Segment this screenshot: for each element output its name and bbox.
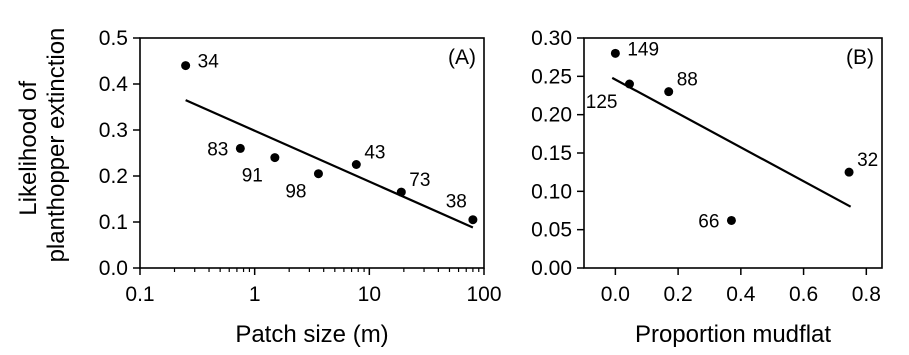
data-point-a — [468, 215, 478, 225]
x-tick-label-a: 100 — [466, 283, 501, 306]
data-point-b — [624, 79, 634, 89]
data-point-a — [181, 61, 191, 71]
regression-line-b — [611, 76, 852, 208]
x-axis-title-a: Patch size (m) — [235, 321, 388, 348]
y-tick-label-b: 0.00 — [531, 257, 572, 280]
y-axis-title: Likelihood of planthopper extinction — [15, 28, 70, 263]
data-point-b — [844, 167, 854, 177]
y-tick-label-a: 0.2 — [99, 165, 128, 188]
x-tick-label-a: 10 — [358, 283, 381, 306]
y-axis-title-line-1: Likelihood of — [15, 81, 42, 216]
data-point-label-a: 43 — [364, 143, 385, 164]
data-point-label-a: 91 — [242, 166, 263, 187]
y-tick-label-b: 0.15 — [531, 142, 572, 165]
data-point-a — [351, 160, 361, 169]
data-point-label-b: 125 — [586, 92, 618, 113]
y-tick-label-a: 0.4 — [99, 73, 129, 96]
data-point-label-a: 98 — [285, 182, 306, 203]
y-tick-label-b: 0.25 — [531, 65, 572, 88]
data-point-label-b: 66 — [698, 211, 719, 232]
y-tick-label-a: 0.1 — [99, 211, 128, 234]
data-point-b — [610, 48, 620, 58]
x-axis-title-b: Proportion mudflat — [635, 321, 831, 348]
y-tick-label-b: 0.05 — [531, 219, 572, 242]
data-point-a — [235, 143, 245, 153]
plot-frame-a — [139, 37, 485, 269]
chart-panel-a: 0.0 0.1 0.2 0.3 0.4 0.5 0.1 1 10 100 Patch size (m… — [99, 27, 502, 348]
x-tick-label-b: 0.4 — [726, 283, 756, 306]
data-point-a — [313, 169, 323, 179]
x-tick-label-a: 0.1 — [125, 283, 154, 306]
data-point-label-a: 83 — [207, 139, 228, 160]
data-point-a — [270, 153, 280, 163]
x-tick-label-b: 0.6 — [789, 283, 818, 306]
y-tick-label-b: 0.20 — [531, 104, 572, 127]
x-tick-label-b: 0.0 — [601, 283, 630, 306]
y-axis-title-line-2: planthopper extinction — [43, 28, 70, 263]
y-tick-label-a: 0.0 — [99, 257, 128, 280]
plot-frame-b — [583, 37, 883, 269]
y-tick-label-a: 0.3 — [99, 119, 128, 142]
regression-line-a — [185, 99, 474, 229]
data-point-label-a: 73 — [409, 170, 430, 191]
data-point-label-a: 38 — [446, 192, 467, 213]
data-point-a — [396, 187, 406, 197]
y-tick-label-b: 0.10 — [531, 180, 572, 203]
x-tick-label-b: 0.2 — [664, 283, 693, 306]
x-tick-label-a: 1 — [249, 283, 261, 306]
data-point-b — [726, 215, 736, 225]
data-point-label-b: 32 — [857, 150, 878, 171]
data-point-b — [664, 87, 674, 97]
panel-label-a: (A) — [448, 46, 476, 69]
data-point-label-a: 34 — [198, 52, 220, 73]
chart-panel-b: 0.00 0.05 0.10 0.15 0.20 0.25 0.30 0.0 0.2 0.4 0.6… — [531, 27, 883, 348]
x-tick-label-b: 0.8 — [852, 283, 881, 306]
data-point-label-b: 149 — [627, 39, 659, 60]
y-tick-label-b: 0.30 — [531, 27, 572, 50]
panel-label-b: (B) — [846, 46, 874, 69]
y-tick-label-a: 0.5 — [99, 27, 128, 50]
data-point-label-b: 88 — [677, 70, 698, 91]
